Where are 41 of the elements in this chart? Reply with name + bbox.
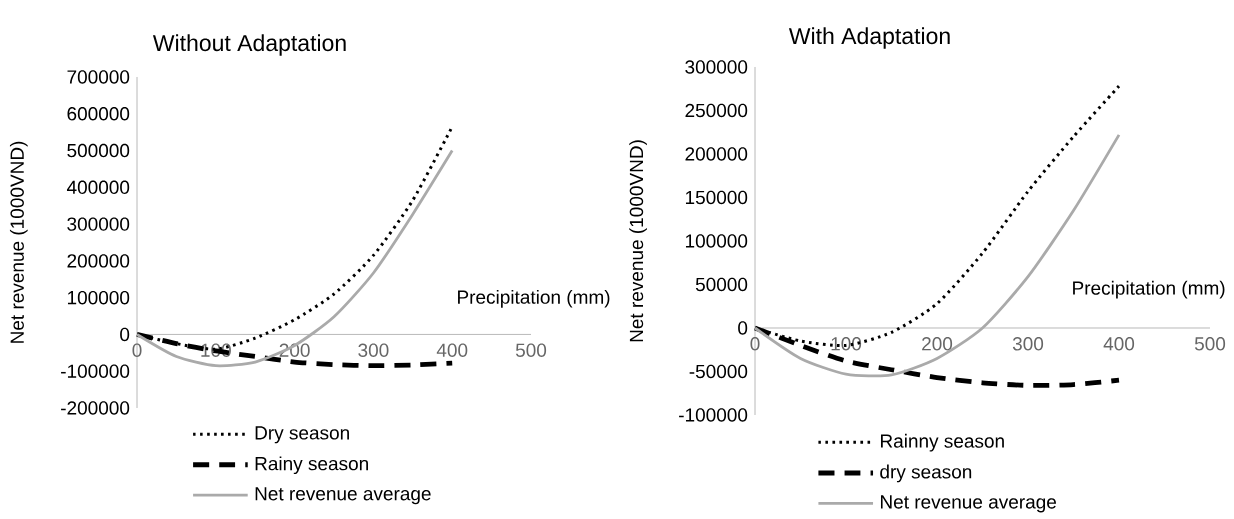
y-tick-label: 500000	[67, 143, 130, 158]
x-tick-label: 300	[358, 343, 389, 357]
legend-label: dry season	[880, 464, 972, 483]
x-tick-label: 500	[515, 343, 547, 357]
y-axis-title: Net revenue (1000VND)	[9, 141, 28, 343]
x-tick-label: 100	[831, 336, 862, 351]
chart-title: Without Adaptation	[152, 34, 346, 56]
y-tick-label: 200000	[67, 253, 130, 268]
y-tick-label: 200000	[685, 147, 748, 161]
x-axis-title: Precipitation (mm)	[458, 289, 610, 308]
y-tick-label: -100000	[61, 364, 130, 378]
x-tick-label: 200	[922, 336, 953, 351]
y-tick-label: -50000	[689, 364, 748, 378]
x-tick-label: 500	[1194, 336, 1226, 351]
legend-label: Net revenue average	[255, 486, 431, 504]
y-tick-label: 0	[738, 321, 748, 335]
y-tick-label: 150000	[685, 190, 748, 204]
y-tick-label: 100000	[67, 290, 130, 305]
y-axis-title: Net revenue (1000VND)	[629, 140, 647, 342]
y-tick-label: 0	[120, 327, 130, 341]
y-tick-label: 100000	[685, 234, 748, 248]
y-tick-label: 700000	[67, 70, 130, 84]
y-tick-label: 600000	[67, 106, 130, 121]
y-tick-label: 300000	[685, 60, 748, 74]
legend-label: Rainny season	[881, 433, 1004, 452]
y-tick-label: 300000	[67, 217, 130, 231]
x-tick-label: 0	[750, 336, 760, 351]
x-tick-label: 400	[1103, 336, 1135, 351]
x-tick-label: 400	[436, 343, 468, 357]
y-tick-label: -100000	[679, 408, 748, 422]
legend-label: Rainy season	[255, 456, 368, 474]
x-axis-title: Precipitation (mm)	[1073, 280, 1225, 299]
x-tick-label: 300	[1012, 336, 1044, 351]
legend-label: Net revenue average	[881, 495, 1056, 513]
y-tick-label: 400000	[66, 180, 130, 194]
x-tick-label: 0	[132, 343, 142, 357]
y-tick-label: 50000	[695, 277, 748, 291]
chart-title: With Adaptation	[788, 27, 950, 49]
legend-label: Dry season	[255, 426, 349, 444]
y-tick-label: 250000	[685, 103, 748, 117]
y-tick-label: -200000	[61, 401, 130, 415]
